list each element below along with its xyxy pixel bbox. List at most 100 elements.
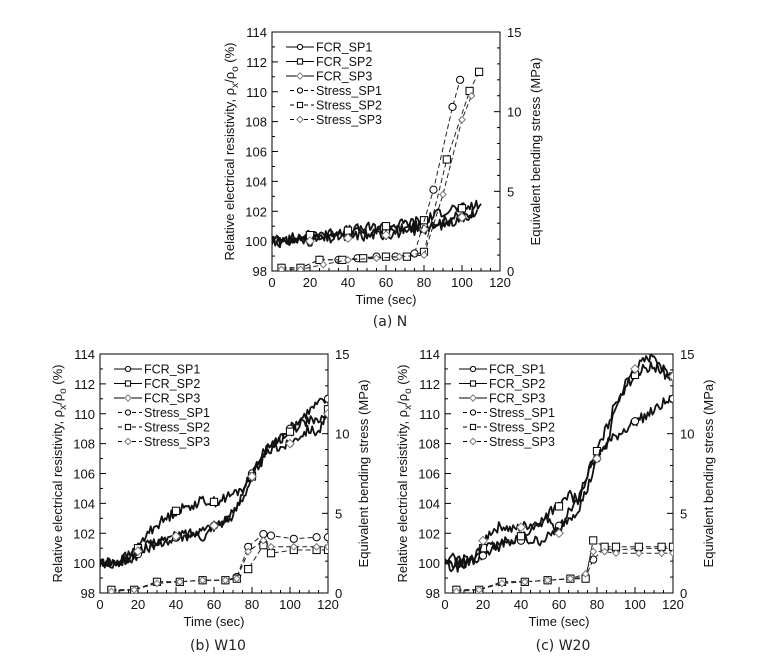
y-right-tick-label: 5 xyxy=(335,506,342,521)
y-tick-label: 100 xyxy=(73,556,95,571)
legend-item: FCR_SP1 xyxy=(459,363,545,377)
series-stress-sp3 xyxy=(277,91,476,271)
legend-label: Stress_SP1 xyxy=(489,406,555,420)
data-point xyxy=(285,427,295,436)
data-point xyxy=(457,204,467,213)
legend-label: FCR_SP2 xyxy=(489,377,545,391)
y-axis-title-part: o xyxy=(58,388,69,394)
data-point xyxy=(296,265,305,271)
y-tick-label: 98 xyxy=(426,586,440,601)
x-tick-label: 20 xyxy=(303,275,317,290)
data-point xyxy=(395,252,404,261)
legend: FCR_SP1FCR_SP2FCR_SP3Stress_SP1Stress_SP… xyxy=(459,363,555,449)
data-point xyxy=(267,542,275,551)
series-fcr-sp3 xyxy=(445,354,673,570)
y-tick-label: 104 xyxy=(245,174,267,189)
legend-marker xyxy=(296,101,304,109)
y-tick-label: 106 xyxy=(418,467,440,482)
data-point xyxy=(312,533,321,542)
y-right-tick-label: 15 xyxy=(680,347,694,362)
y-right-tick-label: 10 xyxy=(507,105,521,120)
y-right-tick-label: 0 xyxy=(680,586,687,601)
legend-marker xyxy=(124,437,132,446)
data-point xyxy=(359,254,368,263)
data-point xyxy=(442,155,451,164)
data-point xyxy=(171,531,181,542)
y-tick-label: 110 xyxy=(246,85,267,100)
data-point xyxy=(668,371,673,382)
data-point xyxy=(543,576,552,585)
x-tick-label: 120 xyxy=(489,275,511,290)
legend-marker xyxy=(296,43,304,51)
y-axis-title: Relative electrical resistivity, ρx/ρo (… xyxy=(395,364,414,582)
data-point xyxy=(285,438,295,449)
x-tick-label: 20 xyxy=(131,597,145,612)
x-tick-label: 100 xyxy=(451,275,473,290)
series-fcr-sp3 xyxy=(272,212,473,249)
data-point xyxy=(209,497,219,506)
data-point xyxy=(277,265,286,271)
x-tick-label: 100 xyxy=(279,597,301,612)
plot-area xyxy=(445,354,673,593)
y-tick-label: 112 xyxy=(419,377,440,392)
x-tick-label: 0 xyxy=(96,597,103,612)
chart-panel-2: 0 20 40 60 80 100 1209810010210410610811011211… xyxy=(50,347,371,654)
legend-item: Stress_SP1 xyxy=(290,84,382,98)
legend-item: Stress_SP3 xyxy=(463,435,555,449)
legend-marker xyxy=(469,423,477,431)
data-point xyxy=(458,115,466,124)
legend-label: Stress_SP3 xyxy=(316,113,382,127)
legend-label: FCR_SP2 xyxy=(316,55,372,69)
data-point xyxy=(319,260,328,269)
legend-marker xyxy=(124,394,132,402)
legend-marker xyxy=(469,409,477,416)
data-point xyxy=(581,569,590,578)
data-point xyxy=(312,542,321,551)
data-point xyxy=(221,576,230,585)
data-point xyxy=(343,233,353,244)
data-point xyxy=(198,576,207,585)
data-point xyxy=(343,226,353,235)
legend-label: Stress_SP1 xyxy=(316,84,382,98)
legend-label: Stress_SP2 xyxy=(316,99,382,113)
x-axis-title: Time (sec) xyxy=(529,614,590,629)
legend-marker xyxy=(124,409,132,416)
legend-label: Stress_SP3 xyxy=(144,435,210,449)
y-right-axis-title: Equivalent bending stress (MPa) xyxy=(528,58,543,246)
data-point xyxy=(315,255,324,264)
y-right-tick-label: 0 xyxy=(335,586,342,601)
y-right-tick-label: 0 xyxy=(507,264,514,279)
plot-area xyxy=(272,67,484,271)
x-tick-label: 40 xyxy=(514,597,528,612)
data-point xyxy=(630,417,640,426)
data-point xyxy=(554,528,564,539)
y-right-tick-label: 15 xyxy=(335,347,349,362)
y-axis-title-part: / xyxy=(395,401,410,405)
legend-item: FCR_SP1 xyxy=(114,363,200,377)
data-point xyxy=(467,91,476,100)
y-tick-label: 114 xyxy=(74,347,95,362)
x-tick-label: 100 xyxy=(624,597,646,612)
data-point xyxy=(289,534,298,543)
data-point xyxy=(232,574,241,583)
legend-item: FCR_SP2 xyxy=(459,377,545,391)
y-axis-title-part: Relative electrical resistivity, xyxy=(50,417,65,582)
y-axis-title-part: (%) xyxy=(395,364,410,388)
series-stress-sp3 xyxy=(452,547,673,593)
data-point xyxy=(259,536,268,545)
legend-item: Stress_SP1 xyxy=(118,406,210,420)
data-point xyxy=(381,230,391,241)
legend-label: Stress_SP1 xyxy=(144,406,210,420)
legend-marker xyxy=(124,380,132,387)
panel-caption: (c) W20 xyxy=(536,638,591,654)
data-point xyxy=(475,585,484,593)
data-point xyxy=(323,408,328,419)
y-right-tick-label: 10 xyxy=(335,427,349,442)
data-point xyxy=(244,565,253,574)
legend-label: FCR_SP3 xyxy=(144,392,200,406)
legend-label: FCR_SP1 xyxy=(489,363,545,377)
y-tick-label: 110 xyxy=(419,407,440,422)
y-right-tick-label: 10 xyxy=(680,427,694,442)
legend: FCR_SP1FCR_SP2FCR_SP3Stress_SP1Stress_SP… xyxy=(114,363,210,449)
